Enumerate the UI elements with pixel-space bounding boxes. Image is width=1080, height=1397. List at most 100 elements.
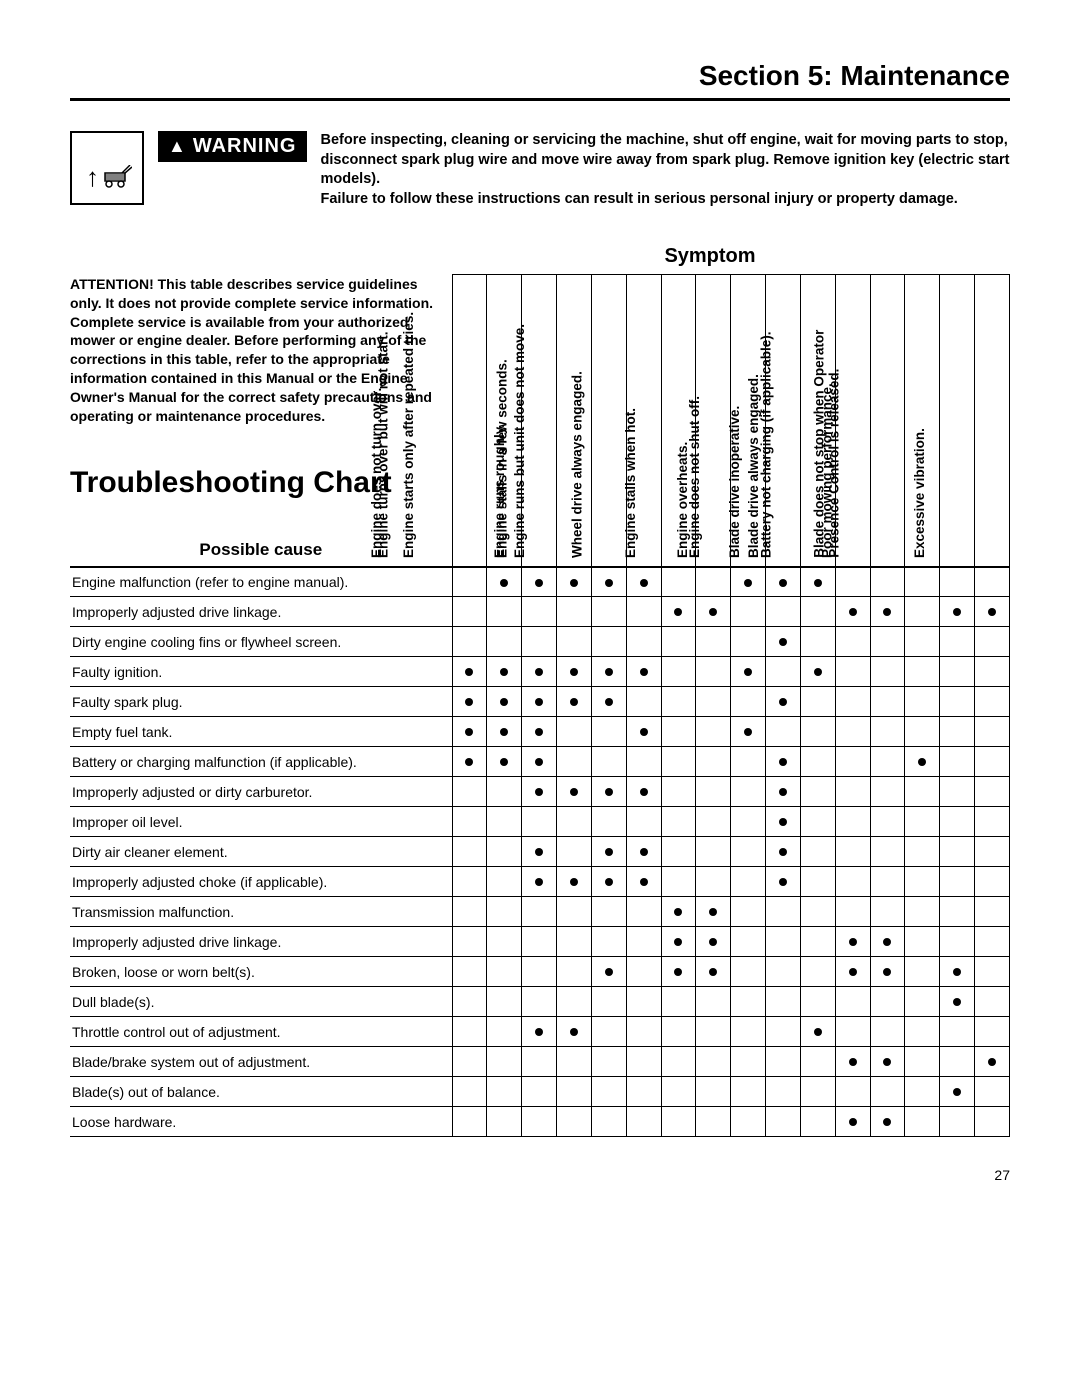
matrix-cell (626, 747, 661, 777)
dot-icon (535, 1028, 543, 1036)
matrix-cell (940, 657, 975, 687)
left-header-cell: ATTENTION! This table describes service … (70, 275, 452, 567)
matrix-cell (487, 567, 522, 597)
matrix-cell (487, 687, 522, 717)
matrix-cell (591, 1017, 626, 1047)
matrix-cell (731, 747, 766, 777)
matrix-cell (731, 1077, 766, 1107)
matrix-cell (557, 567, 592, 597)
matrix-cell (696, 687, 731, 717)
symptom-heading: Symptom (410, 245, 1010, 268)
symptom-label: Engine starts only after repeated tries. (401, 312, 416, 558)
dot-icon (849, 608, 857, 616)
cause-cell: Empty fuel tank. (70, 717, 452, 747)
matrix-cell (835, 897, 870, 927)
matrix-cell (800, 657, 835, 687)
matrix-cell (975, 867, 1010, 897)
matrix-cell (591, 717, 626, 747)
dot-icon (640, 848, 648, 856)
dot-icon (605, 968, 613, 976)
dot-icon (605, 698, 613, 706)
matrix-cell (766, 957, 801, 987)
matrix-cell (452, 807, 487, 837)
matrix-cell (591, 987, 626, 1017)
matrix-cell (626, 807, 661, 837)
matrix-cell (835, 747, 870, 777)
dot-icon (744, 579, 752, 587)
matrix-cell (870, 957, 905, 987)
matrix-cell (905, 837, 940, 867)
matrix-cell (905, 1047, 940, 1077)
matrix-cell (800, 687, 835, 717)
matrix-cell (905, 657, 940, 687)
matrix-cell (626, 687, 661, 717)
matrix-cell (661, 1017, 696, 1047)
dot-icon (535, 698, 543, 706)
matrix-cell (626, 897, 661, 927)
dot-icon (465, 758, 473, 766)
matrix-cell (487, 657, 522, 687)
matrix-cell (975, 1107, 1010, 1137)
matrix-cell (731, 657, 766, 687)
matrix-cell (452, 1107, 487, 1137)
attention-bold: ATTENTION! (70, 276, 154, 292)
matrix-cell (626, 627, 661, 657)
matrix-cell (905, 627, 940, 657)
matrix-cell (731, 567, 766, 597)
matrix-cell (905, 927, 940, 957)
dot-icon (709, 608, 717, 616)
dot-icon (605, 788, 613, 796)
matrix-cell (591, 747, 626, 777)
matrix-cell (557, 777, 592, 807)
table-row: Improperly adjusted choke (if applicable… (70, 867, 1010, 897)
matrix-cell (452, 567, 487, 597)
matrix-cell (975, 627, 1010, 657)
cause-cell: Dull blade(s). (70, 987, 452, 1017)
dot-icon (535, 579, 543, 587)
matrix-cell (800, 1077, 835, 1107)
symptom-label: Battery not charging (if applicable). (759, 331, 774, 558)
warning-text: Before inspecting, cleaning or servicing… (321, 131, 1011, 209)
matrix-cell (522, 837, 557, 867)
matrix-cell (591, 627, 626, 657)
matrix-cell (452, 987, 487, 1017)
matrix-cell (940, 597, 975, 627)
matrix-cell (591, 867, 626, 897)
warning-label: WARNING (193, 135, 297, 158)
matrix-cell (766, 597, 801, 627)
matrix-cell (975, 1077, 1010, 1107)
matrix-cell (905, 1017, 940, 1047)
matrix-cell (766, 1047, 801, 1077)
table-row: Blade/brake system out of adjustment. (70, 1047, 1010, 1077)
matrix-cell (731, 687, 766, 717)
dot-icon (674, 938, 682, 946)
dot-icon (709, 968, 717, 976)
matrix-cell (522, 957, 557, 987)
matrix-cell (835, 687, 870, 717)
dot-icon (640, 668, 648, 676)
matrix-cell (800, 717, 835, 747)
cause-cell: Blade(s) out of balance. (70, 1077, 452, 1107)
matrix-cell (696, 1107, 731, 1137)
matrix-cell (731, 957, 766, 987)
matrix-cell (975, 807, 1010, 837)
matrix-cell (696, 567, 731, 597)
matrix-cell (800, 837, 835, 867)
table-row: Blade(s) out of balance. (70, 1077, 1010, 1107)
matrix-cell (975, 1017, 1010, 1047)
matrix-cell (626, 867, 661, 897)
matrix-cell (487, 867, 522, 897)
symptom-label: Wheel drive always engaged. (570, 371, 585, 558)
matrix-cell (591, 1047, 626, 1077)
symptom-label: Engine turns over but will not start. (376, 331, 391, 558)
warning-line-2: Failure to follow these instructions can… (321, 191, 958, 207)
matrix-cell (905, 957, 940, 987)
matrix-cell (661, 1047, 696, 1077)
matrix-cell (557, 597, 592, 627)
matrix-cell (975, 837, 1010, 867)
matrix-cell (487, 1017, 522, 1047)
dot-icon (535, 728, 543, 736)
dot-icon (883, 1058, 891, 1066)
dot-icon (605, 848, 613, 856)
matrix-cell (557, 687, 592, 717)
